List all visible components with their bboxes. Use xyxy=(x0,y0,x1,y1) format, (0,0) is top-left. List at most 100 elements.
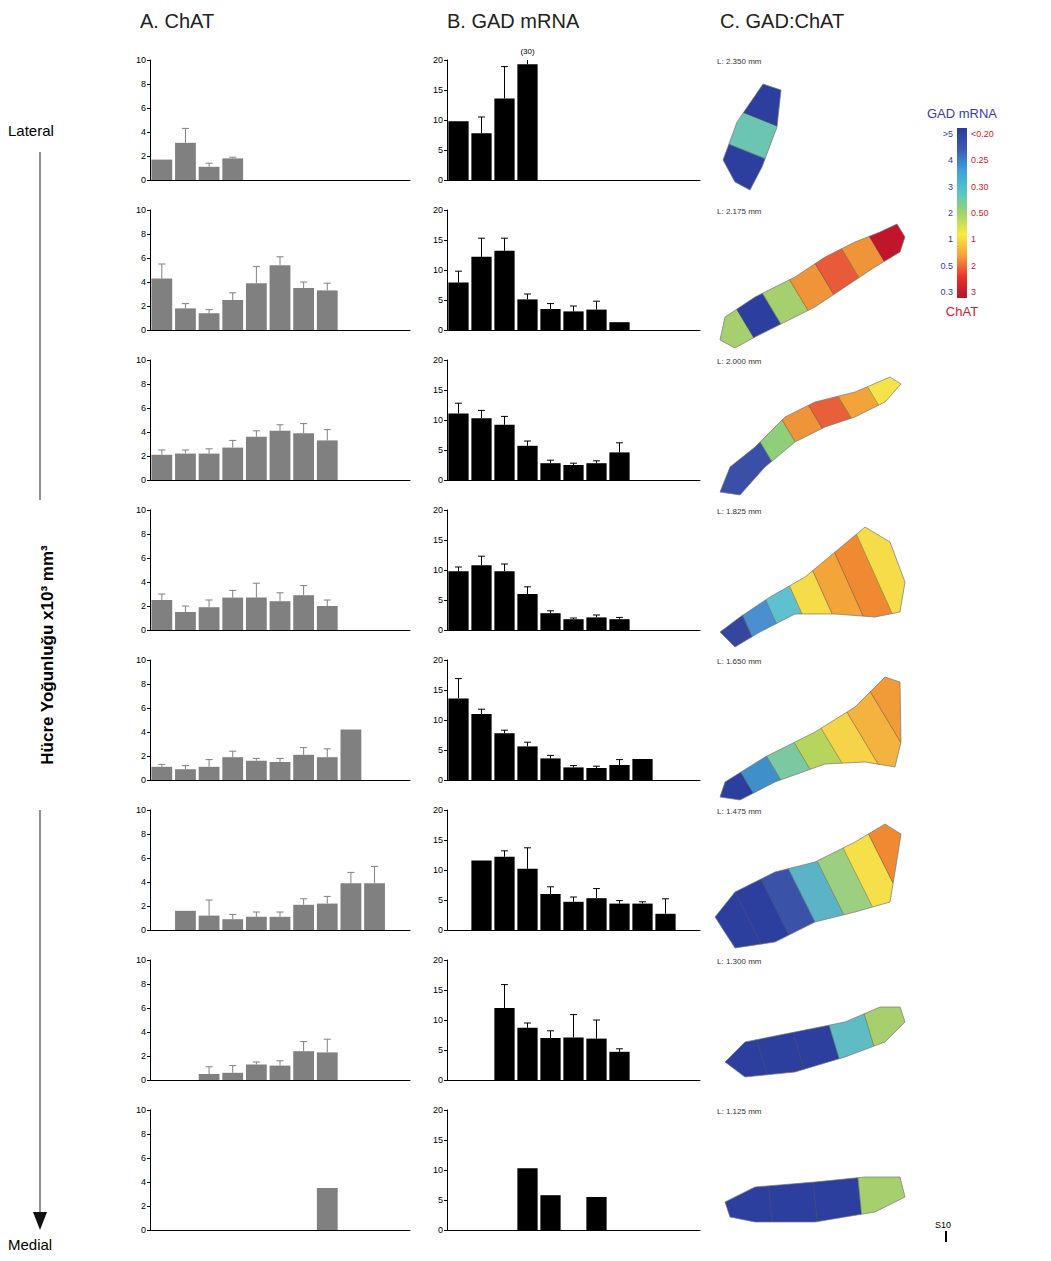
svg-text:0.50: 0.50 xyxy=(971,208,989,218)
svg-text:8: 8 xyxy=(141,229,146,239)
svg-text:0: 0 xyxy=(141,1075,146,1085)
svg-text:ChAT: ChAT xyxy=(946,304,978,319)
svg-text:3: 3 xyxy=(948,182,953,192)
svg-text:0: 0 xyxy=(141,625,146,635)
svg-text:0: 0 xyxy=(438,925,443,935)
svg-text:6: 6 xyxy=(141,253,146,263)
svg-text:4: 4 xyxy=(141,127,146,137)
svg-text:4: 4 xyxy=(141,277,146,287)
svg-text:10: 10 xyxy=(433,1015,443,1025)
svg-text:8: 8 xyxy=(141,1129,146,1139)
svg-text:4: 4 xyxy=(141,727,146,737)
svg-text:L: 1.825 mm: L: 1.825 mm xyxy=(717,507,762,516)
svg-text:4: 4 xyxy=(141,877,146,887)
svg-text:6: 6 xyxy=(141,703,146,713)
svg-text:10: 10 xyxy=(433,265,443,275)
svg-text:4: 4 xyxy=(141,427,146,437)
svg-text:5: 5 xyxy=(438,595,443,605)
svg-text:20: 20 xyxy=(433,1105,443,1115)
svg-text:0.3: 0.3 xyxy=(940,287,953,297)
svg-text:2: 2 xyxy=(948,208,953,218)
svg-text:6: 6 xyxy=(141,553,146,563)
svg-text:S10: S10 xyxy=(935,1220,951,1230)
svg-text:10: 10 xyxy=(136,805,146,815)
svg-text:20: 20 xyxy=(433,355,443,365)
svg-text:10: 10 xyxy=(136,55,146,65)
svg-text:2: 2 xyxy=(141,901,146,911)
svg-text:L: 1.475 mm: L: 1.475 mm xyxy=(717,807,762,816)
svg-text:0.5: 0.5 xyxy=(940,261,953,271)
svg-text:15: 15 xyxy=(433,235,443,245)
svg-text:0: 0 xyxy=(438,475,443,485)
svg-text:Hücre Yoğunluğu x10³ mm³: Hücre Yoğunluğu x10³ mm³ xyxy=(38,545,57,765)
svg-text:(30): (30) xyxy=(520,47,535,56)
svg-text:2: 2 xyxy=(141,151,146,161)
svg-text:10: 10 xyxy=(433,415,443,425)
svg-text:4: 4 xyxy=(141,1027,146,1037)
svg-text:L: 2.175 mm: L: 2.175 mm xyxy=(717,207,762,216)
svg-text:10: 10 xyxy=(136,1105,146,1115)
svg-text:4: 4 xyxy=(141,1177,146,1187)
svg-text:15: 15 xyxy=(433,85,443,95)
svg-text:0: 0 xyxy=(141,1225,146,1235)
svg-text:20: 20 xyxy=(433,505,443,515)
svg-text:5: 5 xyxy=(438,145,443,155)
svg-text:5: 5 xyxy=(438,1045,443,1055)
svg-text:>5: >5 xyxy=(943,129,953,139)
svg-text:8: 8 xyxy=(141,529,146,539)
svg-text:GAD mRNA: GAD mRNA xyxy=(927,106,997,121)
svg-text:20: 20 xyxy=(433,805,443,815)
svg-text:10: 10 xyxy=(433,1165,443,1175)
svg-text:0: 0 xyxy=(438,1075,443,1085)
svg-text:15: 15 xyxy=(433,535,443,545)
svg-text:2: 2 xyxy=(141,751,146,761)
svg-text:2: 2 xyxy=(141,301,146,311)
svg-text:20: 20 xyxy=(433,205,443,215)
svg-text:20: 20 xyxy=(433,55,443,65)
svg-text:6: 6 xyxy=(141,103,146,113)
svg-text:0: 0 xyxy=(438,625,443,635)
svg-text:10: 10 xyxy=(136,355,146,365)
svg-text:20: 20 xyxy=(433,955,443,965)
svg-text:10: 10 xyxy=(433,115,443,125)
svg-text:0: 0 xyxy=(141,775,146,785)
svg-text:6: 6 xyxy=(141,853,146,863)
svg-text:<0.20: <0.20 xyxy=(971,129,994,139)
svg-text:0: 0 xyxy=(141,475,146,485)
svg-text:0: 0 xyxy=(438,175,443,185)
svg-text:6: 6 xyxy=(141,403,146,413)
svg-text:C. GAD:ChAT: C. GAD:ChAT xyxy=(720,10,844,32)
svg-text:4: 4 xyxy=(948,155,953,165)
svg-text:0.30: 0.30 xyxy=(971,182,989,192)
svg-text:5: 5 xyxy=(438,895,443,905)
svg-text:8: 8 xyxy=(141,979,146,989)
svg-text:L: 2.000 mm: L: 2.000 mm xyxy=(717,357,762,366)
svg-text:6: 6 xyxy=(141,1003,146,1013)
svg-text:L: 1.125 mm: L: 1.125 mm xyxy=(717,1107,762,1116)
svg-text:15: 15 xyxy=(433,385,443,395)
svg-text:1: 1 xyxy=(971,234,976,244)
svg-text:Lateral: Lateral xyxy=(8,122,54,139)
svg-text:0: 0 xyxy=(438,775,443,785)
svg-text:2: 2 xyxy=(971,261,976,271)
svg-text:Medial: Medial xyxy=(8,1236,52,1253)
svg-text:10: 10 xyxy=(136,205,146,215)
svg-text:10: 10 xyxy=(433,865,443,875)
svg-text:15: 15 xyxy=(433,1135,443,1145)
svg-text:A. ChAT: A. ChAT xyxy=(140,10,214,32)
svg-text:5: 5 xyxy=(438,745,443,755)
svg-text:15: 15 xyxy=(433,685,443,695)
svg-text:10: 10 xyxy=(136,655,146,665)
svg-text:8: 8 xyxy=(141,829,146,839)
svg-text:0: 0 xyxy=(141,175,146,185)
svg-text:2: 2 xyxy=(141,1051,146,1061)
svg-text:1: 1 xyxy=(948,234,953,244)
svg-text:0: 0 xyxy=(141,925,146,935)
svg-text:10: 10 xyxy=(136,505,146,515)
svg-text:10: 10 xyxy=(433,715,443,725)
svg-text:15: 15 xyxy=(433,835,443,845)
svg-text:5: 5 xyxy=(438,445,443,455)
svg-text:0.25: 0.25 xyxy=(971,155,989,165)
svg-text:2: 2 xyxy=(141,1201,146,1211)
svg-text:5: 5 xyxy=(438,1195,443,1205)
